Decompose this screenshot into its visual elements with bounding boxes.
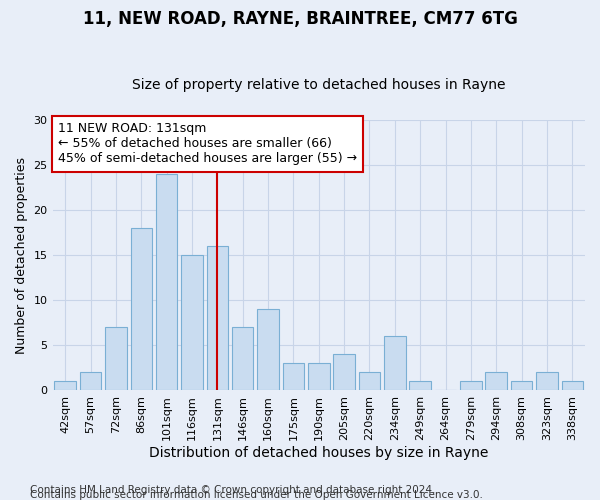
- Bar: [359, 372, 380, 390]
- Bar: [131, 228, 152, 390]
- Bar: [181, 255, 203, 390]
- Text: Contains public sector information licensed under the Open Government Licence v3: Contains public sector information licen…: [30, 490, 483, 500]
- Bar: [511, 382, 532, 390]
- Bar: [257, 309, 279, 390]
- Bar: [562, 382, 583, 390]
- Text: Contains HM Land Registry data © Crown copyright and database right 2024.: Contains HM Land Registry data © Crown c…: [30, 485, 436, 495]
- Text: 11, NEW ROAD, RAYNE, BRAINTREE, CM77 6TG: 11, NEW ROAD, RAYNE, BRAINTREE, CM77 6TG: [83, 10, 517, 28]
- Bar: [308, 364, 329, 390]
- Bar: [80, 372, 101, 390]
- Bar: [206, 246, 228, 390]
- Text: 11 NEW ROAD: 131sqm
← 55% of detached houses are smaller (66)
45% of semi-detach: 11 NEW ROAD: 131sqm ← 55% of detached ho…: [58, 122, 357, 166]
- Bar: [536, 372, 558, 390]
- Bar: [105, 327, 127, 390]
- Bar: [384, 336, 406, 390]
- Bar: [283, 364, 304, 390]
- Bar: [485, 372, 507, 390]
- Title: Size of property relative to detached houses in Rayne: Size of property relative to detached ho…: [132, 78, 506, 92]
- Bar: [55, 382, 76, 390]
- Bar: [460, 382, 482, 390]
- Bar: [334, 354, 355, 390]
- Bar: [156, 174, 178, 390]
- Y-axis label: Number of detached properties: Number of detached properties: [15, 156, 28, 354]
- X-axis label: Distribution of detached houses by size in Rayne: Distribution of detached houses by size …: [149, 446, 488, 460]
- Bar: [409, 382, 431, 390]
- Bar: [232, 327, 253, 390]
